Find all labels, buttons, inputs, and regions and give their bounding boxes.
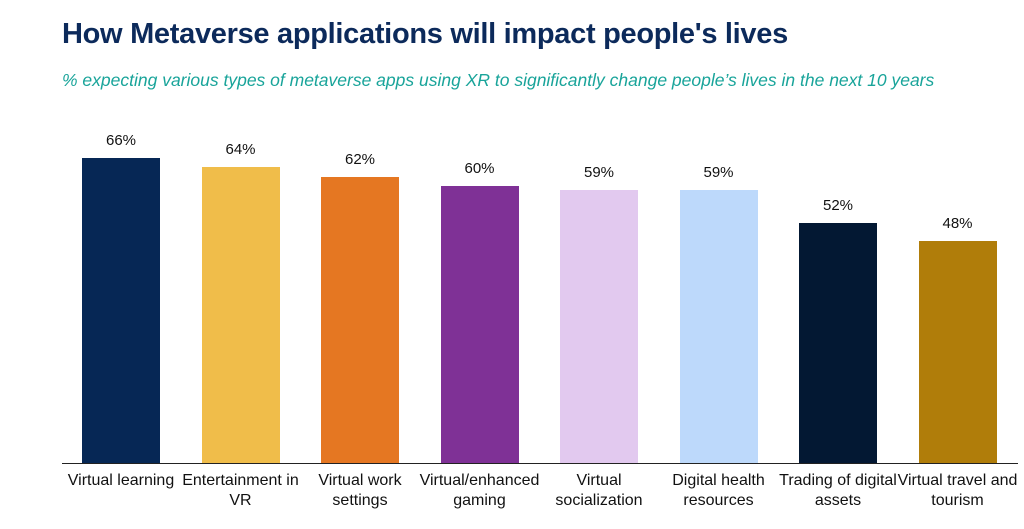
bar bbox=[321, 176, 399, 463]
chart-title: How Metaverse applications will impact p… bbox=[62, 18, 788, 50]
x-tick-label: Virtual learning bbox=[67, 472, 175, 489]
value-label: 48% bbox=[942, 215, 973, 233]
x-tick-label: Virtual travel and tourism bbox=[897, 472, 1018, 509]
bar bbox=[799, 222, 877, 463]
bar bbox=[679, 190, 758, 463]
x-tick-label: Virtual socialization bbox=[555, 472, 643, 509]
value-label: 66% bbox=[105, 132, 137, 150]
bar bbox=[560, 190, 638, 463]
bar bbox=[201, 167, 280, 463]
bar bbox=[82, 158, 160, 463]
chart-subtitle: % expecting various types of metaverse a… bbox=[62, 70, 935, 90]
value-label: 64% bbox=[225, 141, 256, 159]
value-label: 59% bbox=[703, 164, 734, 182]
x-tick-label: Entertainment in VR bbox=[182, 472, 299, 509]
x-tick-label: Virtual/enhanced gaming bbox=[419, 472, 540, 509]
value-label: 52% bbox=[822, 196, 854, 214]
x-tick-label: Digital health resources bbox=[672, 472, 765, 509]
x-axis-line bbox=[62, 463, 1018, 464]
bar bbox=[918, 241, 997, 463]
x-tick-label: Virtual work settings bbox=[318, 472, 402, 509]
value-label: 62% bbox=[344, 150, 376, 168]
value-label: 59% bbox=[583, 164, 615, 182]
value-label: 60% bbox=[464, 159, 495, 177]
x-tick-label: Trading of digital assets bbox=[779, 472, 897, 509]
bar bbox=[440, 185, 519, 463]
